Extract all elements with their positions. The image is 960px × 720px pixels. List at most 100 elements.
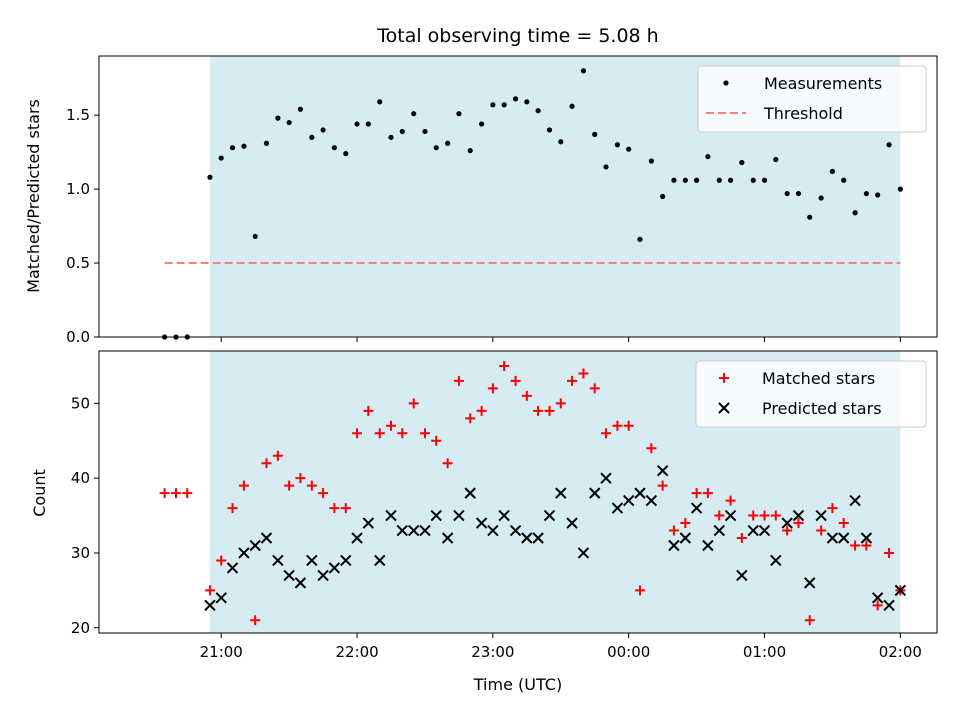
measurement-point <box>558 139 564 145</box>
predicted-star-point <box>260 532 273 544</box>
matched-star-point <box>782 525 793 536</box>
predicted-star-point <box>283 569 295 582</box>
measurement-point <box>626 146 632 152</box>
top-panel: 0.0 0.5 1.0 1.5 Measurements Threshold <box>66 55 938 346</box>
axes-frame <box>98 55 938 338</box>
x-tick-label: 21:00 <box>200 643 243 661</box>
predicted-star-point <box>837 532 850 544</box>
matched-star-point <box>476 405 487 416</box>
y-tick-label: 40 <box>71 469 90 487</box>
predicted-star-point <box>419 524 431 537</box>
measurement-point <box>614 142 621 148</box>
bottom-y-axis-label: Count <box>30 469 49 517</box>
matched-star-point <box>680 518 691 529</box>
predicted-star-point <box>713 524 725 537</box>
predicted-star-point <box>430 509 442 522</box>
measurement-point <box>309 134 315 140</box>
matched-star-point <box>465 413 476 424</box>
matched-star-point <box>748 510 759 521</box>
matched-star-point <box>533 405 544 416</box>
legend-marker-dot <box>723 80 729 86</box>
measurement-point <box>229 145 236 151</box>
matched-star-point <box>612 420 623 431</box>
predicted-star-point <box>622 494 635 507</box>
matched-star-point <box>827 503 838 514</box>
predicted-star-point <box>226 562 239 574</box>
matched-star-point <box>816 525 827 536</box>
matched-star-point <box>691 488 702 499</box>
measurement-point <box>716 177 722 183</box>
y-tick-label: 20 <box>71 619 90 637</box>
matched-star-point <box>499 360 510 371</box>
y-tick-label: 50 <box>71 394 90 412</box>
measurement-point <box>354 121 360 127</box>
predicted-star-point <box>736 569 748 582</box>
predicted-star-point <box>589 487 601 499</box>
measurement-point <box>365 121 371 127</box>
predicted-star-point <box>611 502 624 514</box>
matched-star-point <box>431 435 442 446</box>
predicted-star-point <box>747 524 759 537</box>
matched-star-point <box>182 488 193 499</box>
predicted-star-point <box>690 502 703 514</box>
matched-star-point <box>352 428 363 439</box>
measurement-point <box>456 111 462 117</box>
measurement-point <box>569 103 575 109</box>
matched-star-point <box>725 495 736 506</box>
predicted-star-point <box>340 554 352 567</box>
predicted-star-point <box>860 532 873 544</box>
legend-label: Measurements <box>764 74 882 93</box>
matched-star-point <box>397 428 408 439</box>
y-tick-label: 1.0 <box>66 180 90 198</box>
predicted-star-point <box>724 509 737 522</box>
measurement-point <box>241 143 247 149</box>
matched-star-point <box>261 458 272 469</box>
matched-star-point <box>850 540 861 551</box>
predicted-star-point <box>679 532 692 544</box>
predicted-star-point <box>487 524 499 537</box>
predicted-star-point <box>306 554 318 567</box>
matched-star-point <box>329 503 340 514</box>
measurement-point <box>761 177 768 183</box>
matched-star-point <box>453 375 464 386</box>
matched-star-point <box>578 368 589 379</box>
measurement-point <box>897 186 903 192</box>
measurement-point <box>660 193 666 200</box>
legend-marker-plus <box>719 373 729 383</box>
matched-star-point <box>363 405 374 416</box>
measurement-point <box>705 153 711 160</box>
predicted-star-point <box>407 524 420 537</box>
matched-star-point <box>216 555 227 566</box>
predicted-star-point <box>328 562 341 574</box>
measurement-point <box>297 106 304 112</box>
predicted-star-point <box>215 592 227 604</box>
predicted-star-point <box>374 554 386 567</box>
measurement-point <box>546 127 553 133</box>
predicted-star-point <box>532 532 544 544</box>
predicted-star-point <box>894 584 907 597</box>
y-tick-label: 0.5 <box>66 254 90 272</box>
predicted-star-point <box>849 494 861 507</box>
predicted-star-point <box>645 494 658 507</box>
predicted-star-point <box>770 554 782 567</box>
predicted-star-point <box>453 509 465 522</box>
measurement-point <box>286 119 292 126</box>
measurement-point <box>875 192 881 198</box>
measurement-point <box>603 164 609 170</box>
predicted-star-point <box>385 509 397 522</box>
predicted-star-point <box>634 487 646 499</box>
matched-star-point <box>284 480 295 491</box>
measurement-point <box>592 131 598 137</box>
measurement-point <box>490 102 496 108</box>
predicted-star-point <box>702 539 714 552</box>
measurement-point <box>467 148 473 154</box>
measurement-point <box>433 145 439 151</box>
matched-star-point <box>884 547 895 558</box>
measurement-point <box>637 236 643 242</box>
legend-label: Threshold <box>763 104 843 123</box>
matched-star-point <box>250 615 261 626</box>
matched-star-point <box>714 510 725 521</box>
measurement-point <box>275 115 281 121</box>
measurement-point <box>739 159 745 166</box>
predicted-star-point <box>521 532 533 544</box>
